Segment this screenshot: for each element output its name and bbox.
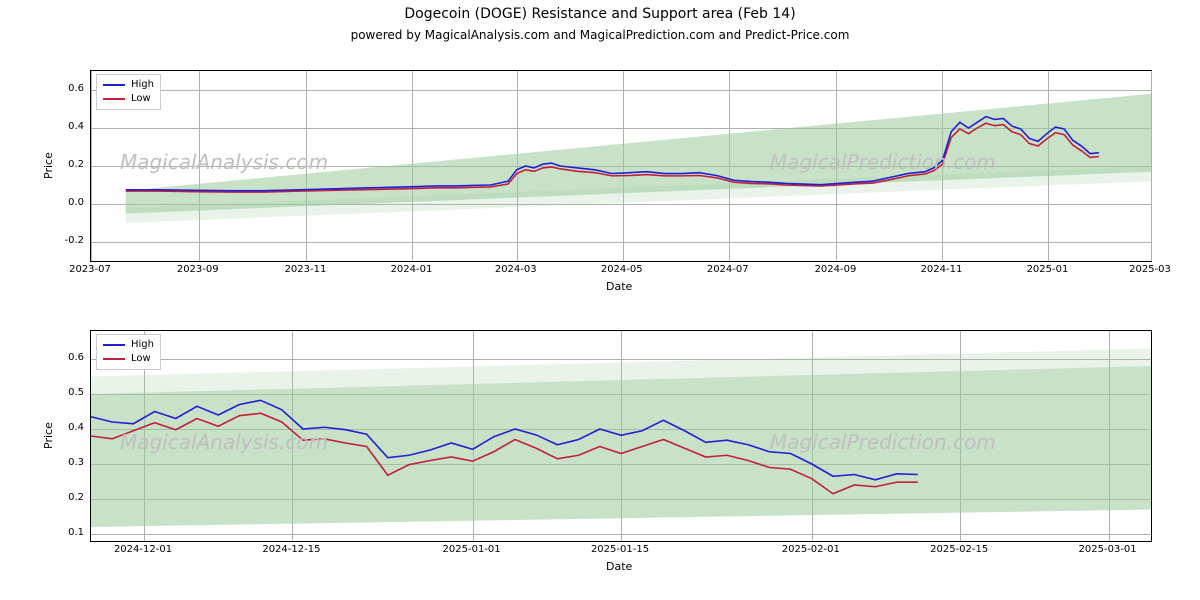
xtick-label: 2023-07 — [60, 264, 120, 275]
chart-subtitle: powered by MagicalAnalysis.com and Magic… — [0, 28, 1200, 42]
legend-label: Low — [131, 92, 151, 106]
figure: Dogecoin (DOGE) Resistance and Support a… — [0, 0, 1200, 600]
ytick-label: 0.5 — [44, 387, 84, 398]
xtick-label: 2023-09 — [168, 264, 228, 275]
legend-swatch — [103, 84, 125, 86]
ytick-label: 0.1 — [44, 527, 84, 538]
legend-item: High — [103, 78, 154, 92]
legend-item: Low — [103, 92, 154, 106]
ytick-label: 0.2 — [44, 492, 84, 503]
ytick-label: -0.2 — [44, 235, 84, 246]
xtick-label: 2023-11 — [275, 264, 335, 275]
xtick-label: 2024-11 — [911, 264, 971, 275]
xlabel-top: Date — [606, 280, 632, 293]
chart-title: Dogecoin (DOGE) Resistance and Support a… — [0, 6, 1200, 22]
bottom-chart-panel — [90, 330, 1152, 542]
ytick-label: 0.6 — [44, 83, 84, 94]
xtick-label: 2024-03 — [486, 264, 546, 275]
xtick-label: 2025-03 — [1120, 264, 1180, 275]
legend-item: Low — [103, 352, 154, 366]
legend-bottom: HighLow — [96, 334, 161, 370]
ytick-label: 0.0 — [44, 197, 84, 208]
gridline — [1151, 71, 1152, 261]
legend-swatch — [103, 358, 125, 360]
ytick-label: 0.2 — [44, 159, 84, 170]
ytick-label: 0.4 — [44, 422, 84, 433]
xtick-label: 2024-12-15 — [261, 544, 321, 555]
xtick-label: 2025-02-01 — [781, 544, 841, 555]
xtick-label: 2024-12-01 — [113, 544, 173, 555]
xtick-label: 2025-01 — [1017, 264, 1077, 275]
support-resistance-band — [91, 366, 1151, 527]
xtick-label: 2025-02-15 — [929, 544, 989, 555]
ytick-label: 0.4 — [44, 121, 84, 132]
xtick-label: 2024-09 — [805, 264, 865, 275]
xtick-label: 2025-03-01 — [1078, 544, 1138, 555]
chart-svg — [91, 71, 1151, 261]
legend-item: High — [103, 338, 154, 352]
ytick-label: 0.3 — [44, 457, 84, 468]
xtick-label: 2024-01 — [381, 264, 441, 275]
xtick-label: 2025-01-01 — [442, 544, 502, 555]
ytick-label: 0.6 — [44, 352, 84, 363]
legend-label: High — [131, 78, 154, 92]
xlabel-bottom: Date — [606, 560, 632, 573]
xtick-label: 2025-01-15 — [590, 544, 650, 555]
legend-swatch — [103, 98, 125, 100]
top-chart-panel — [90, 70, 1152, 262]
legend-label: High — [131, 338, 154, 352]
legend-swatch — [103, 344, 125, 346]
xtick-label: 2024-05 — [592, 264, 652, 275]
legend-top: HighLow — [96, 74, 161, 110]
legend-label: Low — [131, 352, 151, 366]
chart-svg — [91, 331, 1151, 541]
xtick-label: 2024-07 — [698, 264, 758, 275]
